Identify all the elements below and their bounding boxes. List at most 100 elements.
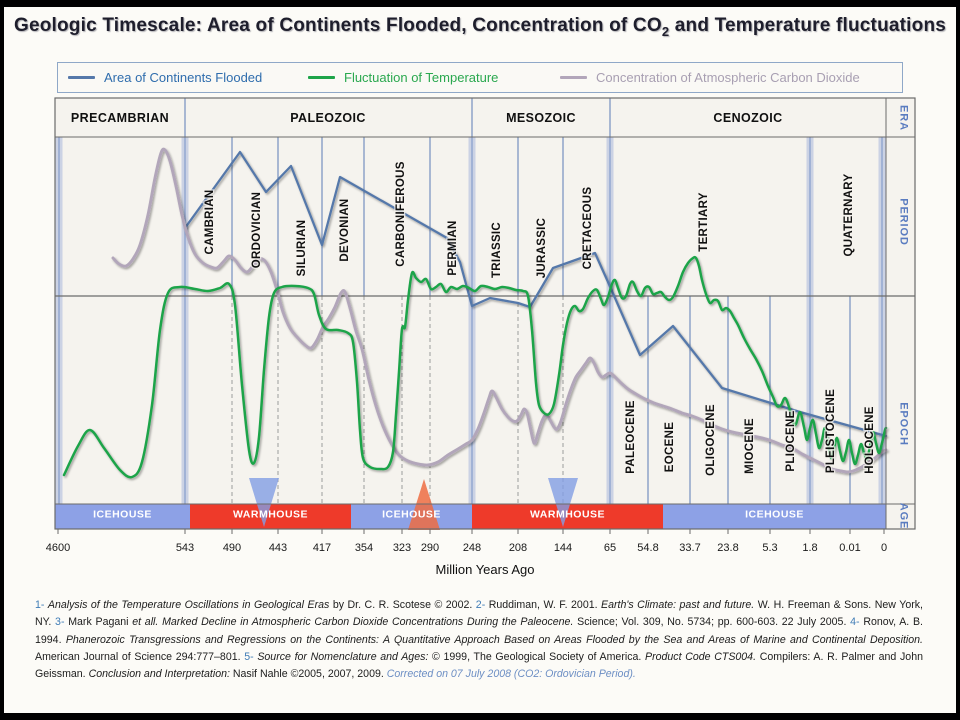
period-label-devonian: DEVONIAN: [339, 198, 351, 261]
footnote-segment: Product Code CTS004.: [645, 650, 757, 663]
legend-swatch-fluctuation-of-temperature: [308, 76, 335, 79]
footnote-segment: et all. Marked Decline in Atmospheric Ca…: [132, 616, 574, 629]
age-band-label-icehouse: ICEHOUSE: [382, 509, 441, 521]
period-label-carboniferous: CARBONIFEROUS: [395, 161, 407, 267]
footnote-segment: Corrected on 07 July 2008 (CO2: Ordovici…: [386, 668, 636, 681]
event-marker-triangle-down: [249, 478, 279, 527]
side-label-era: ERA: [898, 105, 910, 131]
series-area-of-continents-flooded: [183, 150, 888, 438]
footnote-segment: 5-: [244, 650, 258, 663]
footnote-segment: Conclusion and Interpretation:: [88, 668, 230, 681]
chart-title: Geologic Timescale: Area of Continents F…: [0, 15, 960, 39]
legend-item-concentration-of-atmospheric-carbon-dioxide: Concentration of Atmospheric Carbon Diox…: [560, 63, 860, 92]
era-label-cenozoic: CENOZOIC: [713, 111, 782, 125]
period-label-cretaceous: CRETACEOUS: [582, 187, 594, 270]
epoch-label-pliocene: PLIOCENE: [785, 410, 797, 471]
tick-label-290: 290: [421, 542, 439, 554]
geologic-timescale-chart: ICEHOUSE WARMHOUSE ICEHOUSE WARMHOUSE ICEHOU…: [46, 97, 916, 577]
tick-label-1.8: 1.8: [802, 542, 817, 554]
tick-label-23.8: 23.8: [717, 542, 738, 554]
era-label-mesozoic: MESOZOIC: [506, 111, 576, 125]
footnote-segment: American Journal of Science 294:777–801.: [35, 650, 245, 663]
series-fluctuation-of-temperature: [62, 255, 888, 479]
tick-label-0.01: 0.01: [839, 542, 860, 554]
period-label-jurassic: JURASSIC: [536, 218, 548, 279]
epoch-label-holocene: HOLOCENE: [864, 406, 876, 474]
era-label-paleozoic: PALEOZOIC: [290, 111, 366, 125]
age-band-warmhouse: [190, 504, 351, 529]
age-band-label-warmhouse: WARMHOUSE: [530, 509, 605, 521]
epoch-label-paleocene: PALEOCENE: [625, 400, 637, 473]
footnote-segment: Science; Vol. 309, No. 5734; pp. 600-603…: [573, 616, 851, 629]
period-label-triassic: TRIASSIC: [491, 222, 503, 278]
tick-label-54.8: 54.8: [637, 542, 658, 554]
footnote-segment: Source for Nomenclature and Ages:: [257, 650, 429, 663]
epoch-label-miocene: MIOCENE: [744, 418, 756, 474]
era-label-precambrian: PRECAMBRIAN: [71, 111, 169, 125]
side-label-epoch: EPOCH: [898, 402, 910, 446]
tick-label-490: 490: [223, 542, 241, 554]
footnote-segment: Ruddiman, W. F. 2001.: [488, 599, 602, 611]
footnote-segment: W. H. Freeman & Sons. New York, NY.: [35, 599, 923, 629]
title-text-2: and Temperature fluctuations: [669, 15, 947, 36]
title-subscript: 2: [661, 23, 670, 39]
period-label-quaternary: QUATERNARY: [843, 174, 855, 257]
footnote-segment: by Dr. C. R. Scotese © 2002.: [329, 599, 476, 611]
plot-background: [55, 98, 915, 529]
footnote-segment: Mark Pagani: [68, 616, 133, 629]
legend-label: Area of Continents Flooded: [104, 70, 263, 85]
legend-item-fluctuation-of-temperature: Fluctuation of Temperature: [308, 63, 498, 92]
period-label-cambrian: CAMBRIAN: [204, 189, 216, 254]
title-text-1: Geologic Timescale: Area of Continents F…: [13, 15, 662, 36]
table-border: [54, 97, 916, 530]
footnote-segment: 2-: [475, 599, 489, 611]
tick-label-354: 354: [355, 542, 373, 554]
tick-label-208: 208: [509, 542, 527, 554]
tick-label-543: 543: [176, 542, 194, 554]
age-band-icehouse: [55, 504, 190, 529]
epoch-label-pleistocene: PLEISTOCENE: [825, 389, 837, 473]
footnote-segment: Earth's Climate: past and future.: [601, 599, 755, 611]
epoch-label-eocene: EOCENE: [664, 422, 676, 472]
age-band-label-icehouse: ICEHOUSE: [93, 509, 152, 521]
footnote-segment: 1-: [35, 599, 48, 611]
tick-label-5.3: 5.3: [762, 542, 777, 554]
legend: Area of Continents Flooded Fluctuation of…: [57, 62, 903, 93]
tick-label-417: 417: [313, 542, 331, 554]
footnote-segment: Compilers: A. R. Palmer and John Geissma…: [35, 650, 923, 681]
tick-label-144: 144: [554, 542, 572, 554]
tick-label-65: 65: [604, 542, 616, 554]
footnote-segment: Nasif Nahle ©2005, 2007, 2009.: [229, 668, 387, 681]
legend-label: Fluctuation of Temperature: [344, 70, 499, 85]
tick-label-4600: 4600: [46, 542, 70, 554]
age-band-icehouse: [663, 504, 886, 529]
legend-swatch-area-of-continents-flooded: [68, 76, 95, 79]
footnote-segment: 4-: [850, 616, 864, 629]
footnote-segment: 3-: [55, 616, 69, 629]
tick-label-323: 323: [393, 542, 411, 554]
tick-label-33.7: 33.7: [679, 542, 700, 554]
footnote-segment: Ronov, A. B. 1994.: [35, 616, 924, 646]
legend-swatch-concentration-of-atmospheric-carbon-dioxide: [560, 76, 587, 79]
tick-label-0: 0: [881, 542, 887, 554]
tick-label-443: 443: [269, 542, 287, 554]
x-axis-label: Million Years Ago: [435, 562, 534, 577]
age-band-label-warmhouse: WARMHOUSE: [233, 509, 308, 521]
tick-label-248: 248: [463, 542, 481, 554]
period-label-tertiary: TERTIARY: [698, 192, 710, 252]
period-label-silurian: SILURIAN: [296, 220, 308, 277]
footnote-segment: © 1999, The Geological Society of Americ…: [428, 650, 646, 663]
series-concentration-of-atmospheric-carbon-dioxide: [111, 147, 888, 474]
period-label-permian: PERMIAN: [447, 220, 459, 275]
footnote-segment: Phanerozoic Transgressions and Regressio…: [65, 633, 923, 646]
age-band-label-icehouse: ICEHOUSE: [745, 509, 804, 521]
side-label-period: PERIOD: [898, 198, 910, 246]
epoch-label-oligocene: OLIGOCENE: [705, 404, 717, 476]
footnotes: 1- Analysis of the Temperature Oscillati…: [35, 597, 923, 683]
footnote-segment: Analysis of the Temperature Oscillations…: [47, 599, 330, 611]
legend-label: Concentration of Atmospheric Carbon Diox…: [596, 70, 860, 85]
event-marker-triangle-down: [548, 478, 578, 527]
legend-item-area-of-continents-flooded: Area of Continents Flooded: [68, 63, 262, 92]
side-label-age: AGE: [898, 503, 910, 530]
